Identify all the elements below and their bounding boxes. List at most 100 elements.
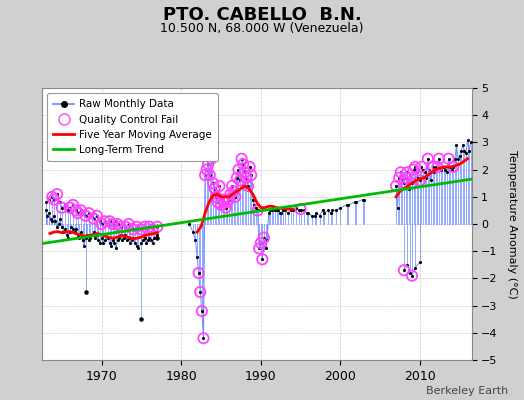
- Point: [414, 174, 422, 181]
- Point: [153, 234, 161, 241]
- Point: [116, 232, 125, 238]
- Point: [97, 234, 106, 241]
- Point: [105, 240, 114, 246]
- Point: [395, 174, 403, 181]
- Point: [401, 174, 410, 181]
- Point: [429, 164, 437, 170]
- Point: [219, 196, 227, 203]
- Point: [223, 199, 232, 206]
- Point: [400, 180, 408, 186]
- Point: [62, 232, 71, 238]
- Point: [129, 234, 138, 241]
- Point: [449, 164, 457, 170]
- Point: [463, 136, 472, 143]
- Point: [64, 234, 72, 241]
- Point: [45, 196, 53, 203]
- Point: [257, 240, 265, 246]
- Y-axis label: Temperature Anomaly (°C): Temperature Anomaly (°C): [507, 150, 517, 298]
- Point: [239, 161, 247, 167]
- Point: [67, 224, 75, 230]
- Point: [283, 210, 292, 216]
- Point: [416, 177, 424, 184]
- Point: [82, 213, 90, 219]
- Point: [215, 183, 224, 189]
- Point: [462, 150, 470, 156]
- Point: [323, 207, 332, 214]
- Point: [297, 206, 305, 212]
- Point: [133, 242, 141, 249]
- Point: [66, 204, 74, 211]
- Point: [300, 207, 308, 214]
- Point: [260, 234, 268, 241]
- Point: [56, 215, 64, 222]
- Point: [440, 164, 448, 170]
- Point: [153, 232, 161, 238]
- Point: [97, 221, 106, 227]
- Point: [447, 166, 456, 173]
- Point: [308, 213, 316, 219]
- Point: [209, 180, 217, 186]
- Point: [222, 204, 230, 211]
- Point: [419, 166, 427, 173]
- Point: [86, 234, 95, 241]
- Point: [101, 218, 109, 224]
- Point: [88, 232, 96, 238]
- Point: [88, 213, 96, 219]
- Point: [247, 172, 255, 178]
- Point: [69, 226, 77, 233]
- Point: [268, 207, 276, 214]
- Point: [432, 164, 440, 170]
- Point: [230, 188, 238, 194]
- Point: [99, 240, 107, 246]
- Point: [433, 164, 442, 170]
- Point: [93, 213, 101, 219]
- Point: [351, 199, 359, 206]
- Point: [466, 139, 475, 146]
- Point: [116, 224, 125, 230]
- Point: [222, 204, 230, 211]
- Point: [247, 172, 255, 178]
- Point: [430, 169, 439, 176]
- Point: [145, 224, 154, 230]
- Point: [258, 256, 267, 262]
- Point: [408, 180, 416, 186]
- Point: [455, 153, 464, 159]
- Point: [417, 164, 425, 170]
- Point: [405, 186, 413, 192]
- Point: [274, 207, 282, 214]
- Point: [237, 156, 246, 162]
- Point: [118, 237, 126, 244]
- Point: [116, 224, 125, 230]
- Point: [108, 221, 117, 227]
- Point: [265, 210, 273, 216]
- Point: [139, 237, 147, 244]
- Point: [223, 199, 232, 206]
- Point: [401, 174, 410, 181]
- Point: [211, 186, 219, 192]
- Point: [228, 183, 236, 189]
- Point: [121, 224, 129, 230]
- Point: [416, 259, 424, 265]
- Point: [101, 237, 109, 244]
- Point: [191, 237, 200, 244]
- Point: [441, 166, 450, 173]
- Point: [272, 207, 281, 214]
- Point: [128, 237, 136, 244]
- Point: [412, 169, 421, 176]
- Point: [220, 199, 228, 206]
- Point: [137, 226, 146, 233]
- Point: [291, 204, 300, 211]
- Point: [408, 272, 416, 279]
- Point: [403, 169, 411, 176]
- Point: [231, 194, 239, 200]
- Point: [69, 202, 77, 208]
- Point: [201, 172, 209, 178]
- Point: [423, 156, 432, 162]
- Point: [85, 237, 93, 244]
- Point: [241, 169, 249, 176]
- Point: [113, 221, 122, 227]
- Point: [263, 237, 271, 244]
- Point: [257, 240, 265, 246]
- Point: [153, 224, 161, 230]
- Point: [219, 196, 227, 203]
